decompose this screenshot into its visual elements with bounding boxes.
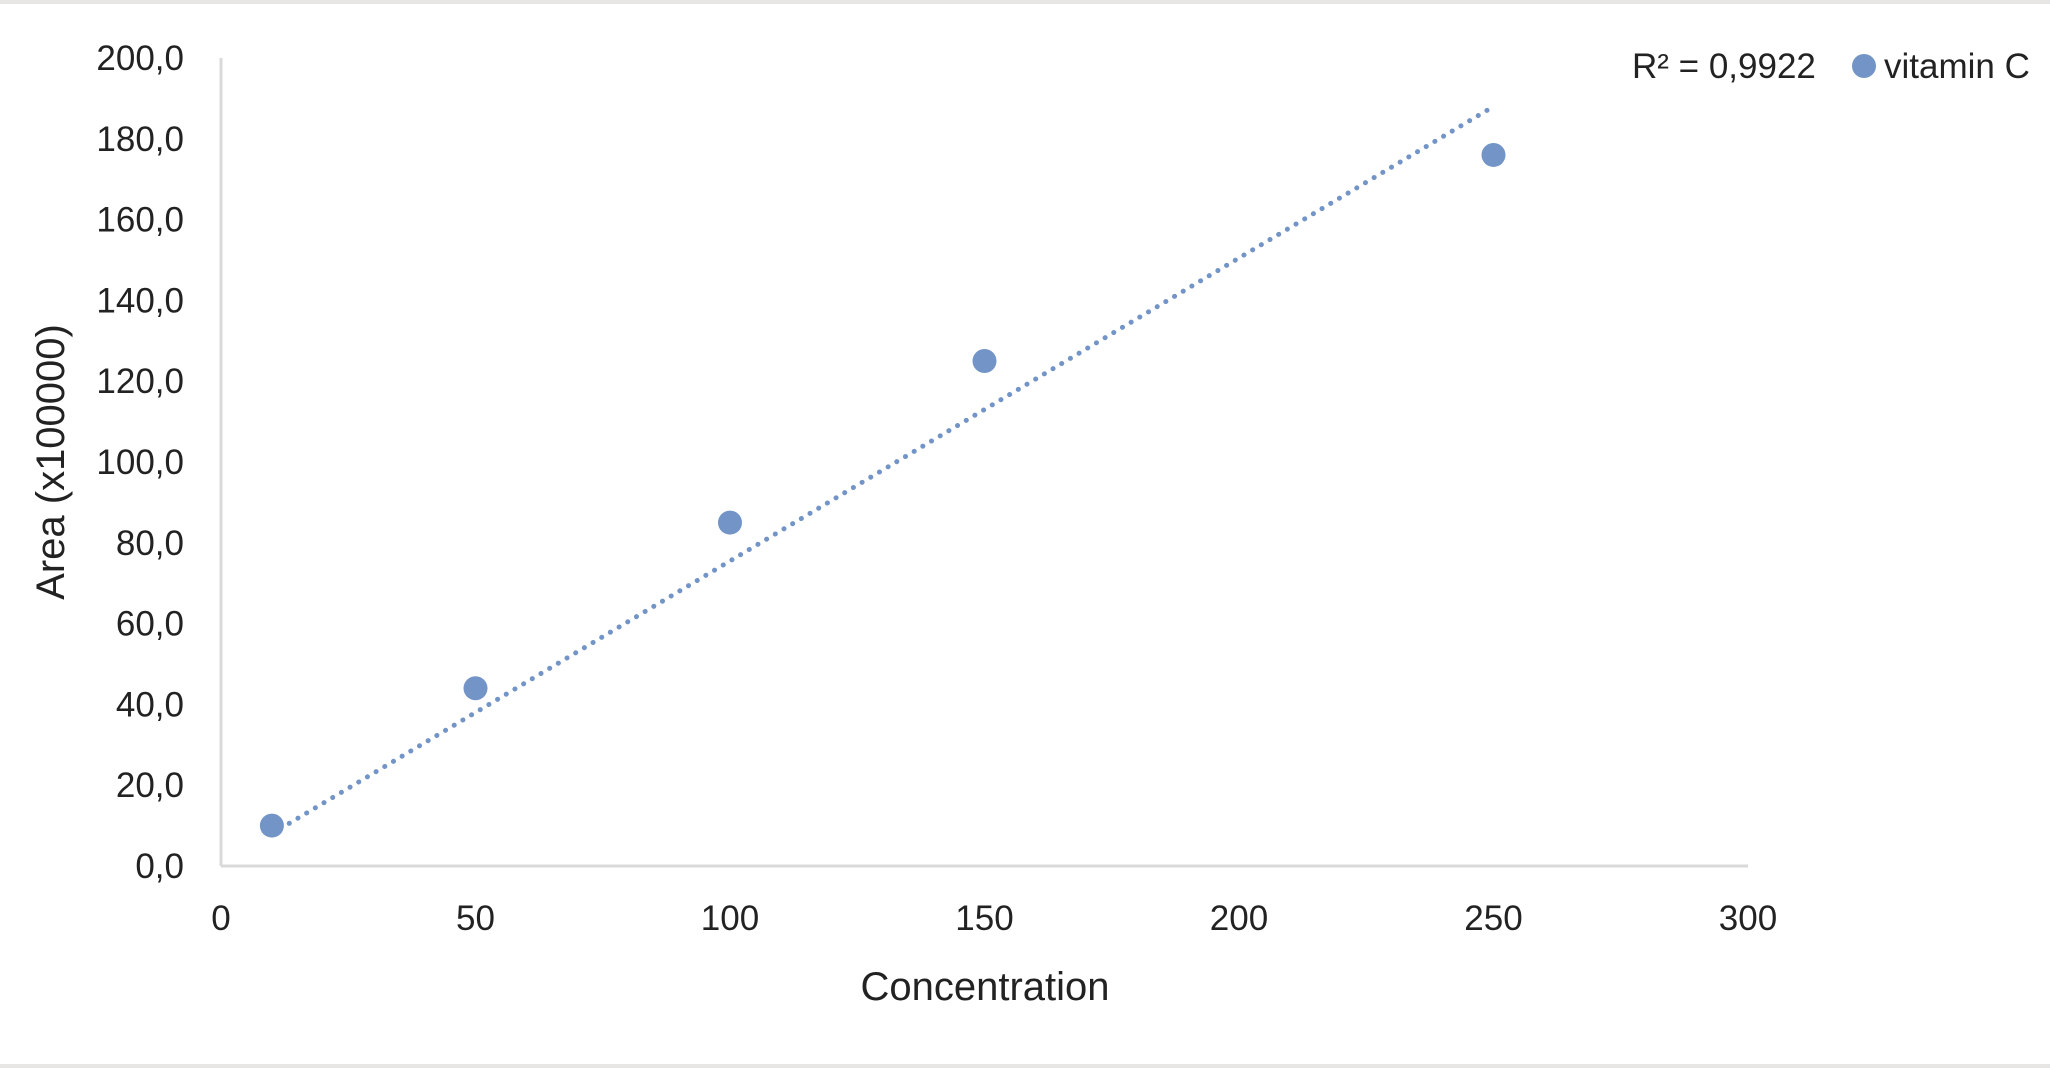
y-tick-label: 100,0 <box>96 443 184 482</box>
y-tick-label: 140,0 <box>96 281 184 320</box>
y-tick-label: 0,0 <box>135 847 184 886</box>
x-tick-label: 100 <box>701 899 759 938</box>
legend-label: vitamin C <box>1884 47 2030 86</box>
data-point <box>718 510 742 535</box>
y-tick-label: 80,0 <box>116 524 184 563</box>
y-tick-label: 180,0 <box>96 120 184 159</box>
x-tick-label: 200 <box>1210 899 1268 938</box>
x-axis-title: Concentration <box>860 965 1109 1009</box>
data-point <box>972 349 997 373</box>
r-squared-label: R² = 0,9922 <box>1632 47 1816 86</box>
y-tick-label: 20,0 <box>116 766 184 805</box>
data-point <box>259 813 284 838</box>
legend-marker <box>1852 54 1876 78</box>
y-axis-title: Area (x100000) <box>29 324 73 600</box>
trendline <box>269 103 1496 837</box>
data-point <box>1481 142 1506 167</box>
x-tick-label: 50 <box>456 899 495 938</box>
y-tick-label: 120,0 <box>96 362 184 401</box>
y-tick-label: 40,0 <box>116 685 184 724</box>
data-points <box>259 142 1506 838</box>
y-tick-label: 60,0 <box>116 605 184 644</box>
x-tick-label: 150 <box>955 899 1013 938</box>
x-axis-ticks: 0 50 100 150 200 250 300 <box>211 899 1777 938</box>
y-tick-label: 160,0 <box>96 201 184 240</box>
x-tick-label: 250 <box>1464 899 1522 938</box>
y-tick-label: 200,0 <box>96 39 184 78</box>
data-point <box>463 676 488 701</box>
y-axis-ticks: 0,0 20,0 40,0 60,0 80,0 100,0 120,0 140,0 160,0 1… <box>96 39 184 886</box>
x-tick-label: 300 <box>1719 899 1777 938</box>
x-tick-label: 0 <box>211 899 230 938</box>
scatter-chart: 0,0 20,0 40,0 60,0 80,0 100,0 120,0 140,0 160,0 1… <box>29 39 2030 1009</box>
